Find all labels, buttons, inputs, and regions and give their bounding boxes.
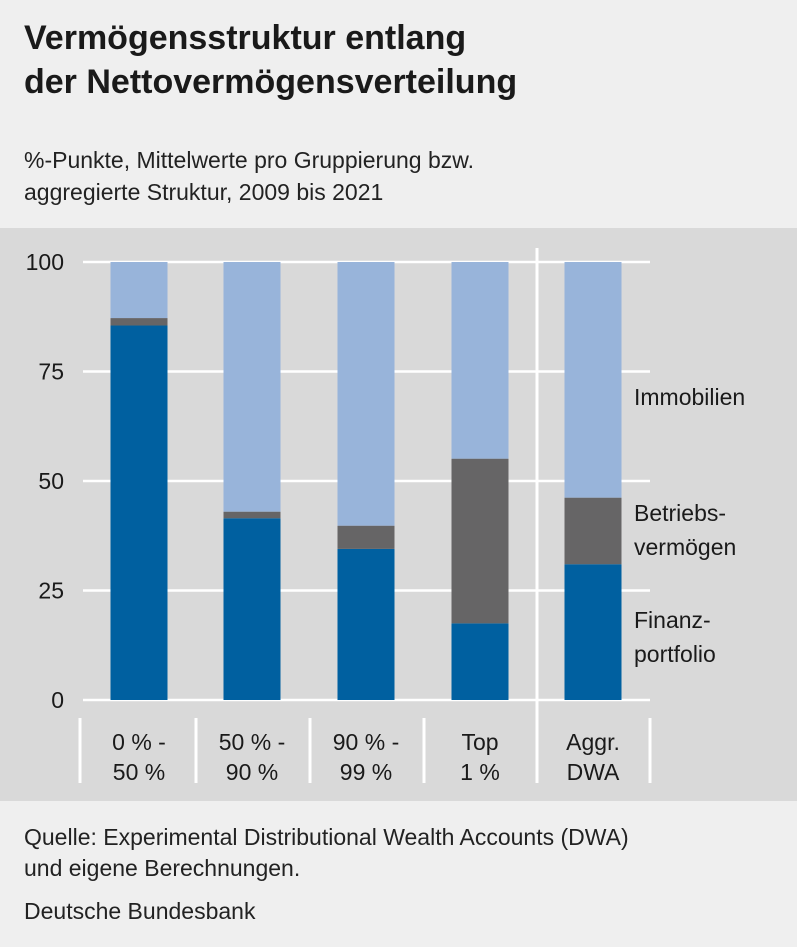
x-tick-label: Top xyxy=(461,729,498,755)
bar-segment xyxy=(223,511,281,519)
bar-segment xyxy=(223,518,281,700)
y-tick-label: 25 xyxy=(38,578,64,604)
y-tick-label: 75 xyxy=(38,359,64,385)
x-tick-label: 90 % - xyxy=(333,729,399,755)
chart-title: Vermögensstruktur entlang der Nettovermö… xyxy=(24,16,784,104)
chart-title-line-1: Vermögensstruktur entlang xyxy=(24,19,467,57)
chart-title-line-2: der Nettovermögensverteilung xyxy=(24,63,518,101)
bar-segment xyxy=(564,564,622,700)
source-line-1: Quelle: Experimental Distributional Weal… xyxy=(24,824,629,850)
x-tick-label: 50 % xyxy=(113,759,165,785)
bar-segment xyxy=(110,318,168,326)
x-tick-label: 50 % - xyxy=(219,729,285,755)
bar-segment xyxy=(337,525,395,549)
y-tick-label: 0 xyxy=(51,687,64,713)
bar-segment xyxy=(110,262,168,319)
legend-label: Betriebs- xyxy=(634,500,726,526)
organization-label: Deutsche Bundesbank xyxy=(24,898,256,924)
legend-label: portfolio xyxy=(634,641,716,667)
y-tick-label: 50 xyxy=(38,468,64,494)
chart-subtitle: %-Punkte, Mittelwerte pro Gruppierung bz… xyxy=(24,144,784,208)
bar-segment xyxy=(337,262,395,526)
legend-label: Finanz- xyxy=(634,607,711,633)
bar-segment xyxy=(110,325,168,700)
bar-segment xyxy=(451,623,509,700)
legend-label: Immobilien xyxy=(634,384,745,410)
bar-segment xyxy=(451,458,509,624)
bar-segment xyxy=(564,262,622,498)
x-tick-label: 99 % xyxy=(340,759,392,785)
chart-subtitle-line-2: aggregierte Struktur, 2009 bis 2021 xyxy=(24,179,384,205)
bar-segment xyxy=(564,497,622,565)
source-line-2: und eigene Berechnungen. xyxy=(24,855,301,881)
source-note: Quelle: Experimental Distributional Weal… xyxy=(24,822,774,884)
bar-segment xyxy=(451,262,509,459)
x-tick-label: 90 % xyxy=(226,759,278,785)
x-tick-label: DWA xyxy=(567,759,620,785)
legend-label: vermögen xyxy=(634,534,736,560)
x-tick-label: 0 % - xyxy=(112,729,166,755)
bar-segment xyxy=(223,262,281,512)
y-tick-label: 100 xyxy=(26,249,64,275)
chart-subtitle-line-1: %-Punkte, Mittelwerte pro Gruppierung bz… xyxy=(24,147,474,173)
x-tick-label: 1 % xyxy=(460,759,500,785)
bar-segment xyxy=(337,548,395,700)
x-tick-label: Aggr. xyxy=(566,729,620,755)
